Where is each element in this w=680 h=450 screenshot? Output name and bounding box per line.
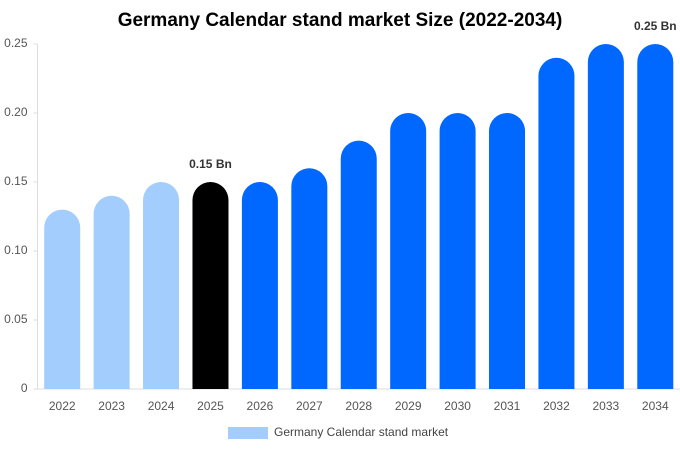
bar	[340, 140, 377, 389]
legend-swatch	[228, 427, 268, 439]
x-tick-label: 2025	[197, 399, 224, 413]
y-tick-label: 0.10	[4, 243, 28, 257]
x-tick-label: 2032	[543, 399, 570, 413]
x-tick-label: 2030	[444, 399, 471, 413]
x-tick-label: 2022	[49, 399, 76, 413]
y-tick-label: 0.25	[4, 36, 28, 50]
bar	[538, 57, 575, 389]
x-tick-label: 2024	[148, 399, 175, 413]
x-tick-label: 2026	[247, 399, 274, 413]
x-tick-label: 2033	[593, 399, 620, 413]
bar	[390, 113, 427, 389]
bar	[44, 209, 81, 389]
bar	[241, 182, 278, 389]
bar	[489, 113, 526, 389]
bar	[93, 195, 130, 389]
x-tick-label: 2028	[345, 399, 372, 413]
bar	[291, 168, 328, 389]
y-tick-label: 0.20	[4, 105, 28, 119]
x-tick-label: 2029	[395, 399, 422, 413]
data-label: 0.25 Bn	[634, 19, 677, 33]
bar	[637, 44, 674, 389]
x-tick-label: 2023	[98, 399, 125, 413]
bar	[143, 182, 180, 389]
y-tick-label: 0.15	[4, 174, 28, 188]
x-tick-label: 2031	[494, 399, 521, 413]
bar	[192, 182, 229, 389]
y-tick-label: 0	[21, 381, 28, 395]
bar	[439, 113, 476, 389]
x-tick-label: 2034	[642, 399, 669, 413]
x-tick-label: 2027	[296, 399, 323, 413]
y-tick-label: 0.05	[4, 312, 28, 326]
chart-title: Germany Calendar stand market Size (2022…	[118, 10, 563, 31]
data-label: 0.15 Bn	[189, 157, 232, 171]
legend-label: Germany Calendar stand market	[274, 425, 449, 439]
bar	[587, 44, 624, 389]
